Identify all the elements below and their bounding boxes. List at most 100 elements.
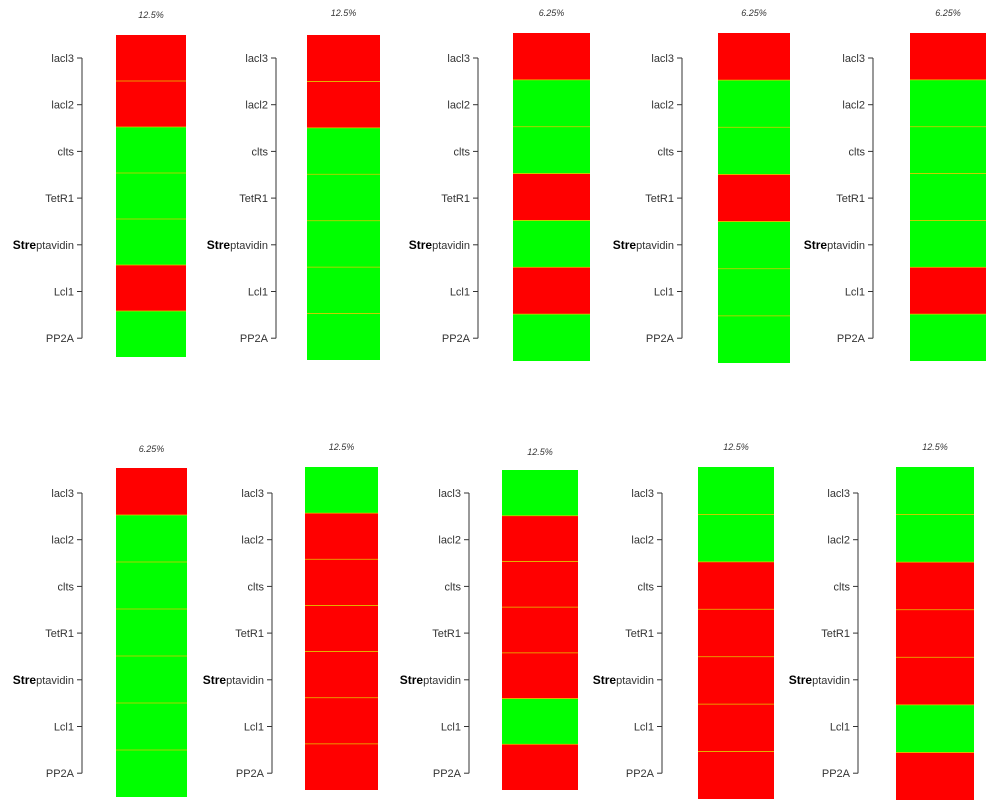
heatmap-cell-lcl1 <box>307 267 380 314</box>
heatmap-cell-tetr1 <box>513 173 590 221</box>
row-label-lacl3: lacl3 <box>438 488 461 500</box>
heatmap-cell-streptavidin <box>698 656 774 705</box>
panel-9: 12.5% lacl3 lacl2 clts TetR1 Streptavidin Lcl1… <box>593 442 774 799</box>
heatmap-cell-streptavidin <box>502 652 578 699</box>
row-label-lacl3: lacl3 <box>827 488 850 500</box>
heatmap-cell-streptavidin <box>307 220 380 268</box>
percent-label: 12.5% <box>138 10 164 20</box>
row-label-tetr1: TetR1 <box>45 193 74 205</box>
heatmap-cell-streptavidin <box>896 657 974 705</box>
row-label-streptavidin: Streptavidin <box>207 238 268 252</box>
row-label-lacl3: lacl3 <box>631 488 654 500</box>
heatmap-cell-pp2a <box>502 744 578 790</box>
row-label-tetr1: TetR1 <box>239 193 268 205</box>
panel-1: 12.5% lacl3 lacl2 clts TetR1 Streptavidin Lcl1… <box>13 10 186 357</box>
heatmap-cell-tetr1 <box>718 174 790 222</box>
row-label-streptavidin: Streptavidin <box>409 238 470 252</box>
heatmap-cell-lacl3 <box>116 35 186 81</box>
row-label-streptavidin: Streptavidin <box>789 673 850 687</box>
percent-label: 12.5% <box>922 442 948 452</box>
heatmap-cell-lacl3 <box>718 33 790 81</box>
row-label-lacl3: lacl3 <box>51 488 74 500</box>
row-label-pp2a: PP2A <box>46 333 75 345</box>
heatmap-cell-pp2a <box>116 750 187 797</box>
row-label-lacl3: lacl3 <box>241 488 264 500</box>
row-label-pp2a: PP2A <box>46 768 75 780</box>
heatmap-cell-lacl3 <box>502 470 578 516</box>
row-label-lacl3: lacl3 <box>245 53 268 65</box>
row-label-lacl2: lacl2 <box>245 100 268 112</box>
row-label-lacl2: lacl2 <box>651 100 674 112</box>
heatmap-cell-lacl2 <box>910 79 986 127</box>
row-label-lcl1: Lcl1 <box>248 287 268 299</box>
row-label-lcl1: Lcl1 <box>54 722 74 734</box>
heatmap-cell-lacl2 <box>116 515 187 562</box>
heatmap-cell-pp2a <box>305 743 378 790</box>
percent-label: 6.25% <box>139 444 165 454</box>
row-label-lcl1: Lcl1 <box>441 722 461 734</box>
heatmap-cell-tetr1 <box>502 607 578 653</box>
row-label-lcl1: Lcl1 <box>450 287 470 299</box>
percent-label: 6.25% <box>741 8 767 18</box>
row-label-streptavidin: Streptavidin <box>13 673 74 687</box>
heatmap-cell-lcl1 <box>718 268 790 316</box>
heatmap-cell-clts <box>305 559 378 606</box>
heatmap-cell-clts <box>718 127 790 175</box>
heatmap-cell-lacl3 <box>305 467 378 514</box>
row-label-clts: clts <box>58 581 75 593</box>
row-label-tetr1: TetR1 <box>821 628 850 640</box>
row-label-lacl2: lacl2 <box>827 535 850 547</box>
panel-2: 12.5% lacl3 lacl2 clts TetR1 Streptavidin Lcl1… <box>207 8 380 360</box>
row-label-clts: clts <box>248 581 265 593</box>
heatmap-cell-clts <box>116 562 187 609</box>
panel-6: 6.25% lacl3 lacl2 clts TetR1 Streptavidin Lcl1… <box>13 444 187 797</box>
heatmap-cell-streptavidin <box>116 656 187 703</box>
row-label-pp2a: PP2A <box>442 333 471 345</box>
row-label-pp2a: PP2A <box>433 768 462 780</box>
row-label-streptavidin: Streptavidin <box>203 673 264 687</box>
panel-3: 6.25% lacl3 lacl2 clts TetR1 Streptavidin Lcl1… <box>409 8 590 361</box>
heatmap-cell-tetr1 <box>698 609 774 657</box>
row-label-pp2a: PP2A <box>626 768 655 780</box>
row-label-lacl2: lacl2 <box>241 535 264 547</box>
percent-label: 12.5% <box>527 447 553 457</box>
row-label-lacl3: lacl3 <box>447 53 470 65</box>
panel-10: 12.5% lacl3 lacl2 clts TetR1 Streptavidin Lcl1… <box>789 442 974 800</box>
row-label-tetr1: TetR1 <box>441 193 470 205</box>
heatmap-cell-lcl1 <box>502 698 578 745</box>
heatmap-cell-lcl1 <box>513 267 590 315</box>
row-label-lcl1: Lcl1 <box>654 287 674 299</box>
heatmap-cell-streptavidin <box>513 220 590 268</box>
row-label-tetr1: TetR1 <box>45 628 74 640</box>
row-label-lcl1: Lcl1 <box>244 722 264 734</box>
row-label-lacl2: lacl2 <box>842 100 865 112</box>
heatmap-cell-streptavidin <box>910 220 986 268</box>
heatmap-cell-pp2a <box>698 751 774 799</box>
heatmap-cell-pp2a <box>513 314 590 361</box>
heatmap-cell-clts <box>307 127 380 175</box>
heatmap-cell-lacl2 <box>896 514 974 563</box>
heatmap-cell-streptavidin <box>718 221 790 269</box>
row-label-tetr1: TetR1 <box>625 628 654 640</box>
row-label-pp2a: PP2A <box>240 333 269 345</box>
row-label-tetr1: TetR1 <box>432 628 461 640</box>
heatmap-cell-clts <box>896 562 974 610</box>
heatmap-cell-lacl2 <box>116 81 186 127</box>
heatmap-cell-lacl2 <box>698 514 774 562</box>
percent-label: 12.5% <box>329 442 355 452</box>
percent-label: 6.25% <box>935 8 961 18</box>
heatmap-cell-lcl1 <box>698 704 774 752</box>
percent-label: 12.5% <box>723 442 749 452</box>
row-label-clts: clts <box>638 581 655 593</box>
panel-7: 12.5% lacl3 lacl2 clts TetR1 Streptavidin Lcl1… <box>203 442 378 790</box>
heatmap-cell-streptavidin <box>305 651 378 698</box>
heatmap-cell-lacl2 <box>305 513 378 560</box>
row-label-streptavidin: Streptavidin <box>613 238 674 252</box>
row-label-streptavidin: Streptavidin <box>593 673 654 687</box>
heatmap-cell-lacl3 <box>910 33 986 80</box>
row-label-pp2a: PP2A <box>822 768 851 780</box>
heatmap-cell-lacl3 <box>698 467 774 515</box>
heatmap-cell-lcl1 <box>910 267 986 315</box>
heatmap-cell-clts <box>116 127 186 173</box>
row-label-clts: clts <box>445 581 462 593</box>
